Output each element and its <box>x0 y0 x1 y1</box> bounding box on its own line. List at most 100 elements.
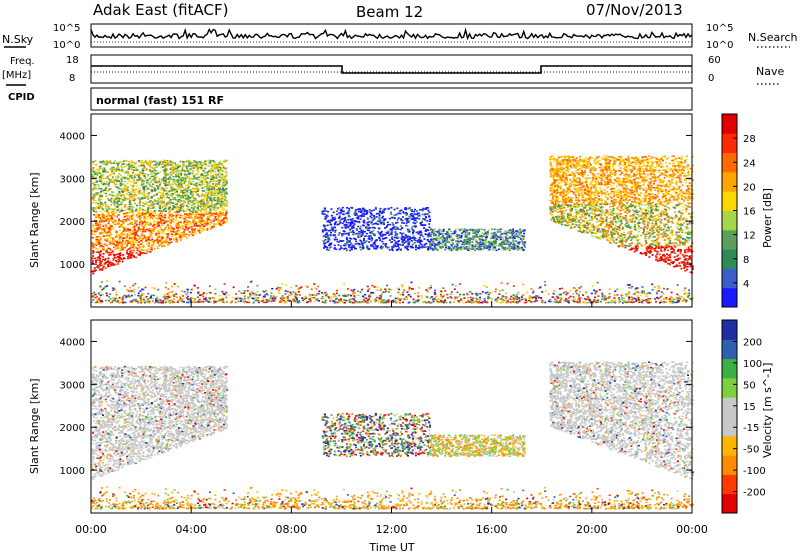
data-cell <box>140 243 143 245</box>
data-cell <box>98 172 101 174</box>
data-cell <box>322 297 325 299</box>
data-cell <box>198 204 201 206</box>
data-cell <box>100 301 103 304</box>
data-cell <box>205 208 208 210</box>
data-cell <box>367 298 370 301</box>
data-cell <box>160 239 163 242</box>
data-cell <box>123 301 126 304</box>
data-cell <box>190 191 193 193</box>
data-cell <box>119 236 121 239</box>
data-cell <box>147 207 150 209</box>
data-cell <box>454 285 457 287</box>
data-cell <box>113 203 116 205</box>
data-cell <box>161 179 164 182</box>
data-cell <box>186 207 189 210</box>
data-cell <box>637 291 640 294</box>
data-cell <box>356 290 359 293</box>
data-cell <box>635 298 638 301</box>
data-cell <box>203 197 206 200</box>
data-cell <box>302 299 304 302</box>
data-cell <box>225 167 228 169</box>
data-cell <box>135 185 138 187</box>
data-cell <box>175 296 178 298</box>
data-cell <box>204 167 207 170</box>
data-cell <box>153 172 156 174</box>
data-cell <box>148 212 151 215</box>
data-cell <box>288 300 291 302</box>
data-cell <box>171 290 174 293</box>
data-cell <box>124 177 127 179</box>
data-cell <box>188 231 191 233</box>
data-cell <box>357 294 360 297</box>
data-cell <box>163 182 166 184</box>
data-cell <box>491 297 493 300</box>
data-cell <box>151 179 154 181</box>
data-cell <box>212 183 215 185</box>
data-cell <box>560 293 563 296</box>
data-cell <box>145 217 148 220</box>
data-cell <box>518 300 521 303</box>
data-cell <box>195 184 198 187</box>
data-cell <box>143 235 146 237</box>
data-cell <box>146 248 149 250</box>
data-cell <box>201 213 204 216</box>
data-cell <box>163 222 166 225</box>
data-cell <box>198 225 201 227</box>
data-cell <box>168 172 171 175</box>
data-cell <box>167 207 170 209</box>
data-cell <box>449 301 452 303</box>
data-cell <box>466 293 469 296</box>
data-cell <box>432 297 435 300</box>
data-cell <box>153 220 156 222</box>
data-cell <box>112 296 115 299</box>
data-cell <box>153 223 156 226</box>
data-cell <box>178 198 181 201</box>
data-cell <box>221 178 224 180</box>
data-cell <box>392 301 395 304</box>
data-cell <box>109 180 111 183</box>
data-cell <box>153 202 156 205</box>
data-cell <box>208 183 211 185</box>
data-cell <box>123 185 126 188</box>
data-cell <box>129 230 132 233</box>
data-cell <box>100 242 103 244</box>
data-cell <box>133 197 136 200</box>
data-cell <box>102 204 105 206</box>
data-cell <box>132 178 135 181</box>
data-cell <box>301 297 303 300</box>
data-cell <box>110 211 113 213</box>
data-cell <box>187 199 190 202</box>
data-cell <box>281 283 284 285</box>
data-cell <box>116 186 119 189</box>
data-cell <box>138 187 141 190</box>
data-cell <box>177 223 180 226</box>
data-cell <box>344 295 347 297</box>
data-cell <box>192 211 195 214</box>
data-cell <box>453 288 456 290</box>
data-cell <box>204 194 207 196</box>
data-cell <box>219 202 222 205</box>
data-cell <box>112 259 115 261</box>
data-cell <box>503 299 506 302</box>
data-cell <box>136 169 139 171</box>
data-cell <box>200 168 203 170</box>
data-cell <box>165 174 168 176</box>
data-cell <box>152 202 155 205</box>
data-cell <box>249 281 252 283</box>
data-cell <box>211 187 214 190</box>
data-cell <box>154 241 157 243</box>
data-cell <box>291 299 294 302</box>
data-cell <box>156 186 159 188</box>
data-cell <box>125 295 128 298</box>
data-cell <box>526 300 529 303</box>
data-cell <box>200 173 203 175</box>
data-cell <box>218 179 221 182</box>
data-cell <box>210 214 213 217</box>
data-cell <box>143 190 146 193</box>
data-cell <box>141 241 144 243</box>
data-cell <box>167 295 169 298</box>
data-cell <box>110 162 113 165</box>
data-cell <box>116 240 119 243</box>
data-cell <box>141 211 144 214</box>
data-cell <box>175 293 178 295</box>
